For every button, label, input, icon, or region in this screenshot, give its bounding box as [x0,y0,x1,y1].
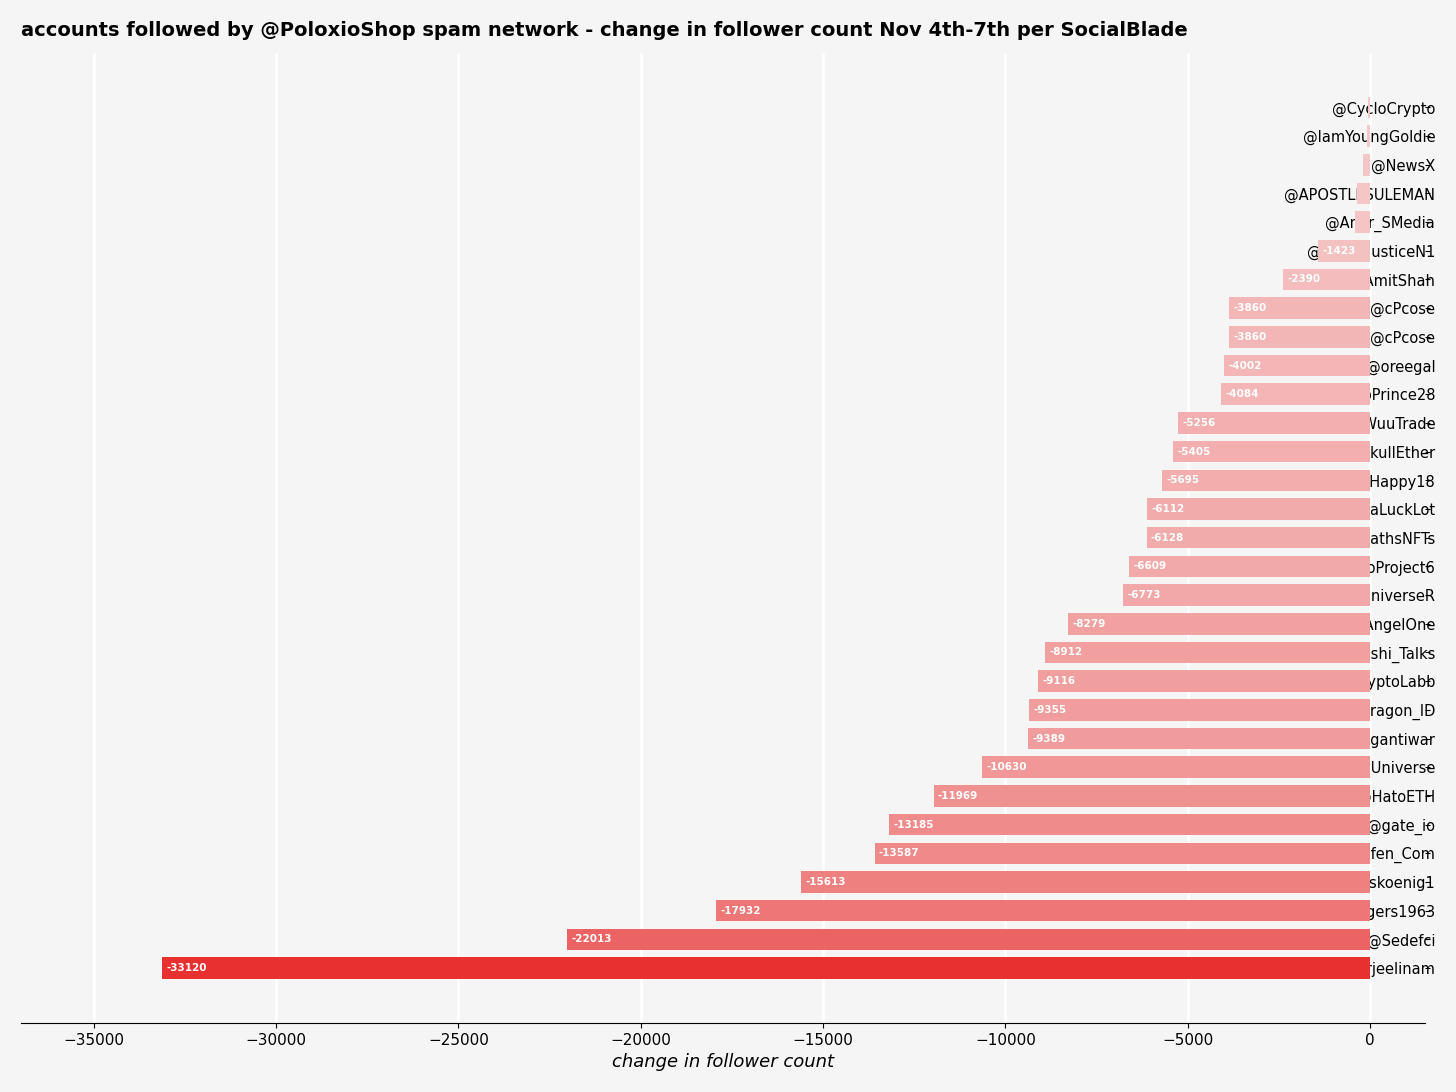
Text: -33120: -33120 [166,963,207,973]
Text: -6112: -6112 [1152,505,1185,514]
Bar [1178,412,1370,434]
Bar [568,928,1370,950]
X-axis label: change in follower count: change in follower count [612,1053,834,1071]
Bar [875,843,1370,864]
Text: -5405: -5405 [1178,447,1211,456]
Text: -2390: -2390 [1287,274,1321,285]
Text: accounts followed by @PoloxioShop spam network - change in follower count Nov 4t: accounts followed by @PoloxioShop spam n… [20,21,1188,39]
Bar [1367,126,1370,146]
Bar [1128,556,1370,578]
Bar [1045,642,1370,663]
Bar [1283,269,1370,290]
Bar [983,757,1370,778]
Bar [1123,584,1370,606]
Bar [1069,613,1370,634]
Bar [1356,212,1370,233]
Text: -15613: -15613 [805,877,846,887]
Bar [716,900,1370,922]
Bar [1229,297,1370,319]
Bar [162,958,1370,978]
Bar [1222,383,1370,405]
Bar [933,785,1370,807]
Text: -5695: -5695 [1166,475,1200,485]
Bar [1147,498,1370,520]
Bar [1174,441,1370,462]
Text: -9116: -9116 [1042,676,1075,686]
Text: -3860: -3860 [1233,304,1267,313]
Text: -9389: -9389 [1032,734,1064,744]
Text: -1423: -1423 [1322,246,1356,256]
Text: -4002: -4002 [1229,360,1262,370]
Bar [1363,154,1370,176]
Text: -9355: -9355 [1034,704,1066,715]
Text: -17932: -17932 [721,905,761,916]
Bar [801,871,1370,893]
Text: -10630: -10630 [987,762,1028,772]
Text: -5256: -5256 [1182,418,1216,428]
Text: -6773: -6773 [1127,590,1160,601]
Text: -13587: -13587 [879,848,920,858]
Bar [1028,727,1370,749]
Text: -6128: -6128 [1152,533,1184,543]
Bar [1229,327,1370,347]
Text: -8279: -8279 [1073,619,1105,629]
Text: -8912: -8912 [1050,648,1083,657]
Bar [1224,355,1370,377]
Bar [1318,240,1370,262]
Text: -3860: -3860 [1233,332,1267,342]
Text: -11969: -11969 [938,791,978,800]
Bar [1029,699,1370,721]
Bar [1357,182,1370,204]
Bar [1369,96,1370,118]
Bar [1038,670,1370,692]
Bar [890,814,1370,835]
Text: -13185: -13185 [894,820,935,830]
Text: -22013: -22013 [572,935,612,945]
Bar [1146,527,1370,548]
Text: -4084: -4084 [1226,389,1259,400]
Text: -6609: -6609 [1133,561,1166,571]
Bar [1162,470,1370,491]
